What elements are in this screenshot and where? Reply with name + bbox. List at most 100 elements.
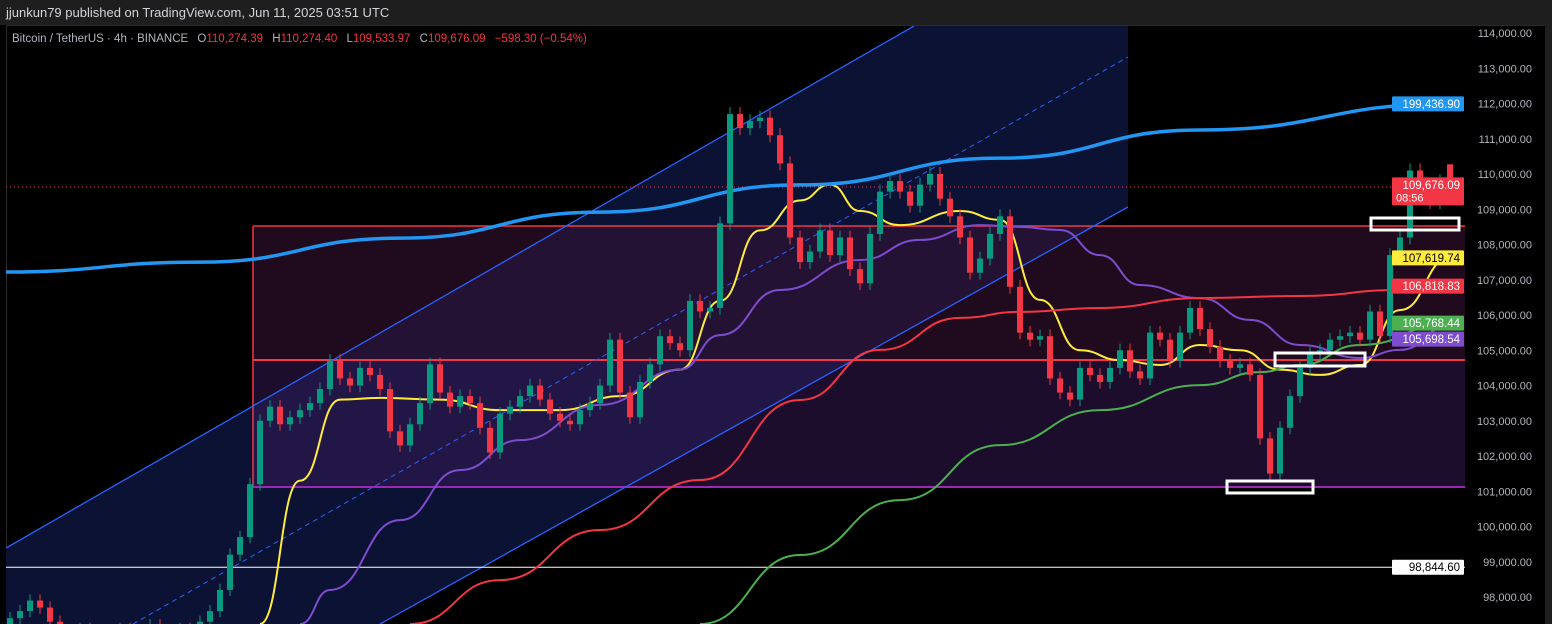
candle xyxy=(257,414,263,491)
price-badge-text: 105,698.54 xyxy=(1402,334,1460,346)
candle-body xyxy=(777,135,783,164)
candle xyxy=(1287,389,1293,435)
candle-body xyxy=(1147,332,1153,379)
candle xyxy=(517,389,523,414)
candle xyxy=(567,414,573,431)
candle xyxy=(1187,301,1193,340)
price-tick-label: 105,000.00 xyxy=(1477,345,1532,357)
candle-body xyxy=(267,406,273,421)
candle xyxy=(1207,322,1213,354)
candle-body xyxy=(607,339,613,386)
price-badge-bg xyxy=(1392,250,1464,266)
candle-body xyxy=(717,223,723,308)
candle-body xyxy=(1117,350,1123,368)
candle xyxy=(1277,421,1283,481)
candle xyxy=(227,548,233,597)
candle xyxy=(917,177,923,213)
candle xyxy=(837,230,843,262)
candle xyxy=(937,167,943,206)
candle xyxy=(1167,332,1173,368)
candle xyxy=(847,230,853,276)
price-tick-label: 114,000.00 xyxy=(1478,28,1532,40)
candle-body xyxy=(1157,332,1163,340)
price-badge-text: 109,676.09 xyxy=(1402,180,1460,192)
candle xyxy=(1197,301,1203,336)
candle-body xyxy=(1207,329,1213,347)
candle-body xyxy=(857,269,863,284)
candle-body xyxy=(277,406,283,425)
candle xyxy=(337,354,343,386)
symbol-name: Bitcoin / TetherUS · 4h · BINANCE xyxy=(12,33,189,45)
price-badge: 98,844.60 xyxy=(1392,559,1464,575)
price-badge-text: 98,844.60 xyxy=(1409,562,1460,574)
candle-body xyxy=(377,374,383,390)
candle-body xyxy=(527,385,533,397)
candle-body xyxy=(1217,346,1223,361)
candle-body xyxy=(977,258,983,273)
candle-body xyxy=(427,364,433,404)
candle-body xyxy=(567,420,573,425)
price-badge-text: 106,818.83 xyxy=(1402,281,1460,293)
candle xyxy=(317,382,323,410)
candle-body xyxy=(877,191,883,234)
candle xyxy=(237,530,243,561)
change-value: −598.30 (−0.54%) xyxy=(494,33,587,45)
high-label: H xyxy=(272,33,281,45)
candle-body xyxy=(1017,286,1023,333)
candle xyxy=(1157,325,1163,347)
candle xyxy=(887,174,893,199)
candle-body xyxy=(1037,336,1043,340)
candle xyxy=(1247,357,1253,382)
candle-body xyxy=(27,600,33,612)
highlight-box-top xyxy=(1369,216,1461,232)
candle xyxy=(387,382,393,438)
candle-body xyxy=(597,385,603,404)
highlight-box-low xyxy=(1225,479,1315,495)
price-tick-label: 104,000.00 xyxy=(1477,381,1532,393)
candle xyxy=(397,424,403,452)
candle-body xyxy=(1197,307,1203,330)
candle-body xyxy=(547,399,553,414)
close-value: 109,676.09 xyxy=(427,33,486,45)
candle-body xyxy=(1107,367,1113,382)
candle xyxy=(437,357,443,400)
candle xyxy=(927,167,933,192)
price-badge-bg xyxy=(1392,331,1464,347)
candle xyxy=(1347,325,1353,343)
candle xyxy=(1067,385,1073,407)
candle-body xyxy=(437,364,443,393)
candle-body xyxy=(217,589,223,612)
candle-body xyxy=(397,431,403,446)
price-badge-text: 107,619.74 xyxy=(1402,253,1460,265)
candle xyxy=(767,110,773,143)
candle-body xyxy=(557,413,563,421)
candle xyxy=(1047,329,1053,386)
price-axis xyxy=(1465,26,1545,624)
low-value: 109,533.97 xyxy=(352,33,411,45)
candle-body xyxy=(677,343,683,351)
price-badge-bg xyxy=(1392,177,1464,206)
candle xyxy=(877,184,883,241)
candle-body xyxy=(757,117,763,122)
candle-body xyxy=(987,233,993,259)
candle-body xyxy=(1347,332,1353,337)
candle xyxy=(1017,280,1023,340)
candle xyxy=(617,332,623,400)
candle xyxy=(347,371,353,393)
candle xyxy=(507,400,513,421)
candle xyxy=(737,106,743,136)
price-tick-label: 107,000.00 xyxy=(1477,275,1532,287)
candle-body xyxy=(1447,164,1453,186)
candle xyxy=(57,615,63,624)
scrollbar[interactable] xyxy=(1545,25,1552,624)
moving-average-line-5 xyxy=(6,102,1451,274)
candle xyxy=(277,400,283,431)
candle-body xyxy=(457,396,463,407)
candle xyxy=(197,615,203,624)
candle xyxy=(947,191,953,224)
candle-body xyxy=(497,413,503,453)
candle-body xyxy=(1237,364,1243,368)
candle-body xyxy=(517,396,523,407)
